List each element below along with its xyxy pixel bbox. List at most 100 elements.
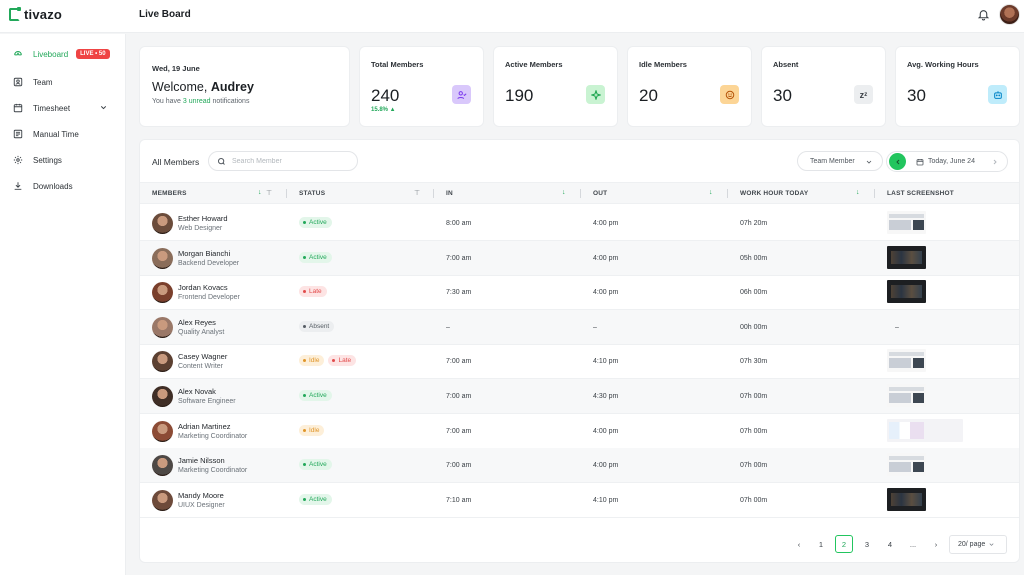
col-header-in[interactable]: IN — [446, 190, 453, 197]
stat-card-total-members: Total Members 240 15.8% ▲ — [359, 46, 484, 127]
sort-icon[interactable]: ↓ — [709, 189, 713, 196]
filter-icon[interactable]: ⊤ — [266, 190, 273, 197]
clock-out-time: 4:00 pm — [593, 427, 619, 435]
table-row[interactable]: Casey Wagner Content Writer Idle Late 7:0… — [140, 344, 1019, 380]
member-name[interactable]: Alex Novak — [178, 387, 216, 396]
date-display: Today, June 24 — [916, 158, 975, 166]
member-name[interactable]: Jordan Kovacs — [178, 283, 228, 293]
member-role: Marketing Coordinator — [178, 432, 248, 440]
page-2-button[interactable]: 2 — [835, 535, 853, 553]
col-header-work-hour[interactable]: WORK HOUR TODAY — [740, 190, 809, 197]
member-name[interactable]: Casey Wagner — [178, 352, 228, 362]
next-page-button[interactable]: › — [934, 539, 938, 549]
screenshot-thumbnail[interactable] — [887, 384, 926, 407]
avatar[interactable] — [152, 489, 173, 511]
sort-icon[interactable]: ↓ — [856, 189, 860, 196]
work-hours: 07h 00m — [740, 393, 768, 400]
avatar[interactable] — [152, 247, 173, 269]
prev-date-button[interactable] — [889, 153, 906, 170]
member-name[interactable]: Esther Howard — [178, 214, 228, 223]
page-1-button[interactable]: 1 — [818, 539, 824, 549]
screenshot-thumbnail[interactable] — [887, 487, 926, 511]
member-name[interactable]: Mandy Moore — [178, 490, 224, 500]
table-row[interactable]: Jordan Kovacs Frontend Developer Late 7:… — [140, 275, 1019, 311]
clock-in-time: 7:00 am — [446, 427, 472, 435]
chevron-down-icon — [989, 543, 994, 546]
status-badge: Absent — [299, 320, 335, 332]
table-row[interactable]: Jamie Nilsson Marketing Coordinator Acti… — [140, 448, 1019, 484]
filter-label: Team Member — [810, 157, 855, 165]
screenshot-thumbnail[interactable] — [887, 211, 926, 234]
work-hours: 07h 00m — [740, 462, 768, 470]
status-badge: Active — [299, 390, 332, 401]
screenshot-thumbnail[interactable] — [887, 418, 963, 442]
date-picker[interactable]: Today, June 24 — [886, 151, 1008, 172]
team-member-filter[interactable]: Team Member — [797, 151, 883, 171]
page-ellipsis[interactable]: ... — [909, 539, 917, 549]
user-avatar[interactable] — [999, 4, 1020, 25]
status-cell: Late — [299, 286, 327, 298]
avatar[interactable] — [152, 282, 173, 304]
chevron-left-icon — [895, 159, 899, 164]
chevron-down-icon[interactable] — [99, 103, 108, 112]
clock-in-time: 7:30 am — [446, 289, 472, 297]
sort-icon[interactable]: ↓ — [562, 189, 566, 196]
member-role: Marketing Coordinator — [178, 467, 248, 475]
filter-icon[interactable]: ⊤ — [414, 190, 421, 197]
per-page-select[interactable]: 20/ page — [949, 535, 1007, 554]
gear-icon — [13, 155, 23, 165]
sidebar-item-label: Manual Time — [33, 129, 79, 139]
col-header-status[interactable]: STATUS — [299, 190, 326, 197]
sidebar-item-manual-time[interactable]: Manual Time — [13, 127, 117, 141]
member-role: Content Writer — [178, 363, 223, 371]
avatar[interactable] — [152, 386, 173, 407]
col-header-out[interactable]: OUT — [593, 190, 608, 197]
sidebar-item-settings[interactable]: Settings — [13, 153, 117, 167]
stat-value: 20 — [639, 86, 658, 105]
page-3-button[interactable]: 3 — [864, 539, 870, 549]
avatar[interactable] — [152, 455, 173, 477]
sidebar-item-team[interactable]: Team — [13, 75, 117, 89]
screenshot-thumbnail[interactable] — [887, 349, 926, 373]
search-input[interactable] — [232, 157, 352, 165]
sidebar-item-timesheet[interactable]: Timesheet — [13, 101, 117, 115]
member-name[interactable]: Adrian Martinez — [178, 421, 231, 431]
unread-count-link[interactable]: 3 unread — [182, 98, 211, 105]
col-header-members[interactable]: MEMBERS — [152, 190, 187, 197]
stat-value: 190 — [505, 86, 534, 105]
prev-page-button[interactable]: ‹ — [797, 539, 801, 549]
page-4-button[interactable]: 4 — [887, 539, 893, 549]
logo-text: tivazo — [24, 7, 63, 22]
table-row[interactable]: Esther Howard Web Designer Active 8:00 a… — [140, 206, 1019, 241]
col-header-last-screenshot[interactable]: LAST SCREENSHOT — [887, 190, 954, 197]
member-name[interactable]: Jamie Nilsson — [178, 456, 225, 466]
table-header: MEMBERS ↓ ⊤ STATUS ⊤ IN ↓ OUT ↓ WORK HOU… — [140, 182, 1019, 204]
sort-icon[interactable]: ↓ — [258, 189, 262, 196]
avatar[interactable] — [152, 351, 173, 373]
screenshot-thumbnail[interactable] — [887, 453, 926, 477]
table-row[interactable]: Mandy Moore UIUX Designer Active 7:10 am… — [140, 483, 1019, 518]
sidebar-item-liveboard[interactable]: Liveboard LIVE • 50 — [13, 47, 117, 61]
bell-icon[interactable] — [977, 8, 990, 21]
stat-value: 240 — [371, 86, 400, 105]
search-box[interactable] — [208, 151, 358, 171]
chevron-right-icon[interactable] — [991, 158, 999, 166]
column-divider — [433, 189, 434, 198]
avatar[interactable] — [152, 420, 173, 442]
logo[interactable]: tivazo — [9, 7, 62, 22]
table-row[interactable]: Alex Novak Software Engineer Active 7:00… — [140, 379, 1019, 414]
screenshot-thumbnail[interactable] — [887, 280, 926, 304]
avatar[interactable] — [152, 316, 173, 338]
stat-card-idle-members: Idle Members 20 — [627, 46, 752, 127]
table-row[interactable]: Adrian Martinez Marketing Coordinator Id… — [140, 414, 1019, 449]
member-role: UIUX Designer — [178, 501, 225, 509]
table-row[interactable]: Alex Reyes Quality Analyst Absent – – 00… — [140, 309, 1019, 345]
clock-out-time: – — [593, 323, 597, 331]
sidebar-item-downloads[interactable]: Downloads — [13, 179, 117, 193]
member-name[interactable]: Morgan Bianchi — [178, 248, 231, 258]
table-row[interactable]: Morgan Bianchi Backend Developer Active … — [140, 240, 1019, 276]
member-name[interactable]: Alex Reyes — [178, 317, 216, 327]
work-hours: 07h 00m — [740, 496, 768, 504]
avatar[interactable] — [152, 213, 173, 234]
screenshot-thumbnail[interactable] — [887, 245, 926, 269]
